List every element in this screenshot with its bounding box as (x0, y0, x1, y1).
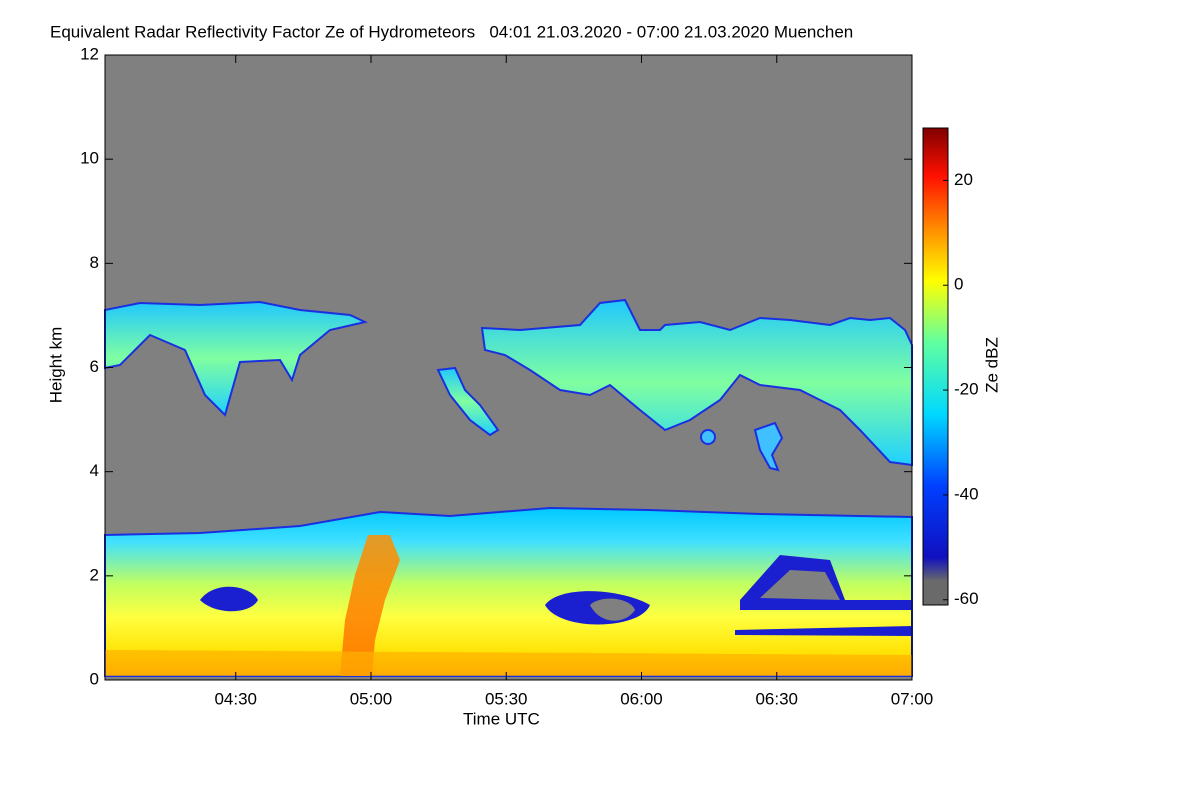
echo-patch (735, 626, 912, 636)
upper-cloud (753, 421, 784, 472)
upper-cloud (104, 300, 369, 417)
echo-gap (760, 570, 840, 600)
upper-cloud (700, 429, 716, 445)
y-axis-label: Height km (46, 327, 65, 404)
x-axis-label: Time UTC (463, 709, 540, 728)
convective-plume (340, 535, 400, 676)
colorbar-label: Ze dBZ (982, 337, 1001, 393)
x-tick-label: 06:00 (620, 689, 663, 708)
chart-title: Equivalent Radar Reflectivity Factor Ze … (50, 22, 853, 41)
colorbar-tick-label: 20 (954, 170, 973, 189)
x-tick-label: 05:00 (350, 689, 393, 708)
colorbar-tick-label: -20 (954, 380, 979, 399)
surface-band (105, 650, 912, 676)
x-tick-label: 04:30 (214, 689, 257, 708)
plot-area (104, 54, 913, 681)
y-tick-label: 12 (80, 44, 99, 63)
echo-patch (200, 586, 258, 612)
colorbar-tick-label: -60 (954, 589, 979, 608)
x-tick-label: 05:30 (485, 689, 528, 708)
upper-cloud (436, 366, 500, 437)
y-tick-label: 6 (90, 357, 99, 376)
echo-gap (590, 598, 635, 621)
colorbar-tick-label: -40 (954, 484, 979, 503)
y-tick-label: 4 (90, 461, 99, 480)
y-tick-label: 10 (80, 149, 99, 168)
y-tick-label: 0 (90, 669, 99, 688)
colorbar-tick-label: 0 (954, 275, 963, 294)
y-tick-label: 2 (90, 565, 99, 584)
y-tick-label: 8 (90, 253, 99, 272)
x-tick-label: 07:00 (891, 689, 934, 708)
x-tick-label: 06:30 (755, 689, 798, 708)
colorbar (922, 127, 949, 606)
